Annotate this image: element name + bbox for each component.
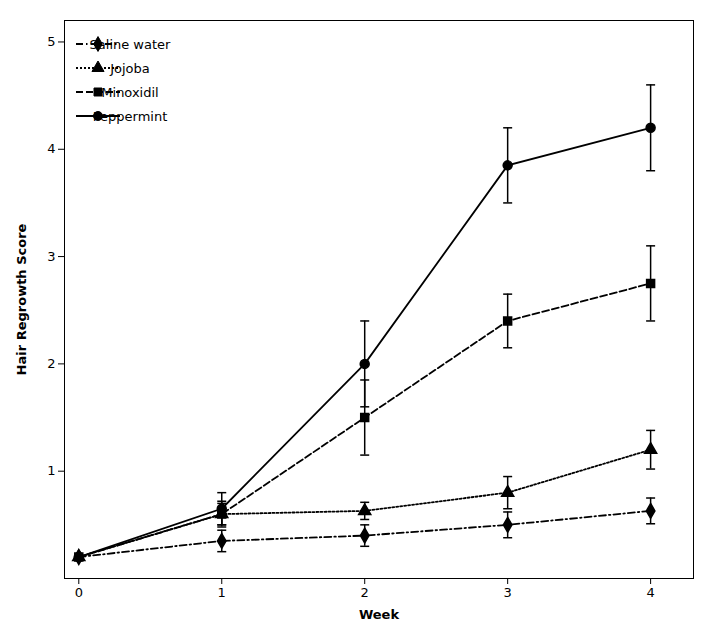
svg-text:2: 2 bbox=[361, 585, 369, 600]
svg-text:Hair Regrowth Score: Hair Regrowth Score bbox=[14, 223, 29, 375]
svg-text:3: 3 bbox=[504, 585, 512, 600]
svg-text:1: 1 bbox=[218, 585, 226, 600]
svg-text:4: 4 bbox=[646, 585, 654, 600]
svg-text:2: 2 bbox=[47, 356, 55, 371]
svg-text:4: 4 bbox=[47, 141, 55, 156]
svg-text:Minoxidil: Minoxidil bbox=[101, 85, 158, 100]
svg-text:Saline water: Saline water bbox=[90, 37, 172, 52]
svg-text:1: 1 bbox=[47, 463, 55, 478]
svg-text:0: 0 bbox=[75, 585, 83, 600]
svg-text:Jojoba: Jojoba bbox=[109, 61, 150, 76]
svg-text:Week: Week bbox=[359, 607, 400, 622]
svg-text:3: 3 bbox=[47, 249, 55, 264]
svg-text:5: 5 bbox=[47, 34, 55, 49]
svg-text:Peppermint: Peppermint bbox=[93, 109, 168, 124]
